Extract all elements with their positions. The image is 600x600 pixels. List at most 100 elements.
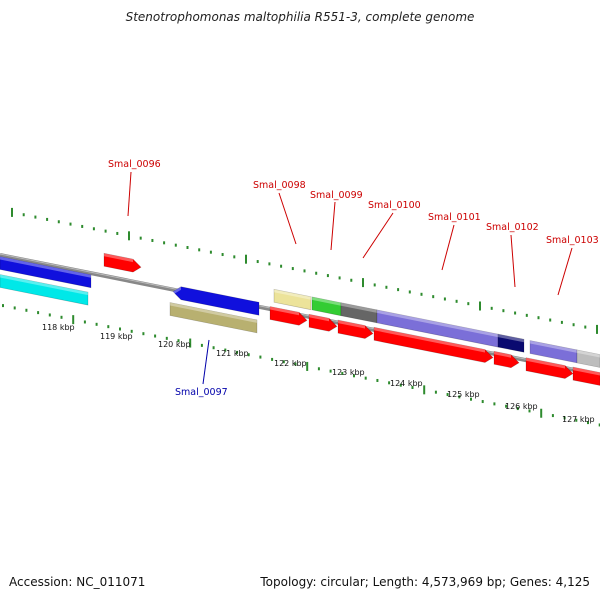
genome-summary: Topology: circular; Length: 4,573,969 bp…: [260, 575, 590, 589]
feature-track: [0, 252, 600, 386]
leader-line: [278, 192, 297, 245]
tick-top: [490, 306, 493, 310]
feature-cds: [373, 326, 494, 363]
feature-gloss: [530, 340, 577, 353]
scale-label: 125 kbp: [447, 390, 480, 399]
tick-top: [408, 290, 411, 294]
tick-top: [22, 213, 25, 217]
tick-top: [69, 222, 72, 226]
tick-top: [514, 311, 517, 315]
scale-label: 126 kbp: [505, 402, 538, 411]
scale-label: 123 kbp: [332, 368, 365, 377]
feature-gloss: [274, 289, 311, 300]
tick-bottom: [434, 390, 437, 394]
tick-top: [350, 278, 353, 282]
gene-label: Smal_0099: [310, 190, 363, 201]
tick-bottom: [528, 409, 531, 413]
feature-gloss: [309, 314, 329, 322]
tick-top: [116, 231, 119, 235]
feature-lightgray: [576, 349, 600, 368]
gene-label: Smal_0102: [486, 222, 539, 233]
feature-gloss: [374, 327, 485, 353]
feature-blue: [0, 256, 92, 289]
tick-top: [11, 207, 13, 217]
feature-gloss: [494, 351, 511, 358]
tick-bottom: [224, 348, 227, 352]
tick-bottom: [72, 315, 75, 325]
feature-cds: [337, 319, 374, 339]
tick-top: [151, 238, 154, 242]
leader-line: [441, 224, 455, 271]
tick-bottom: [37, 311, 40, 315]
feature-cds: [525, 357, 574, 379]
tick-bottom: [516, 407, 519, 411]
tick-top: [245, 254, 247, 264]
tick-bottom: [259, 355, 262, 359]
tick-bottom: [364, 376, 367, 380]
label-leaders: [127, 171, 573, 385]
tick-top: [81, 224, 84, 228]
feature-cyan: [0, 274, 89, 306]
tick-bottom: [119, 327, 121, 331]
tick-top: [560, 320, 563, 324]
tick-top: [572, 323, 575, 327]
gene-label: Smal_0098: [253, 180, 306, 191]
tick-top: [525, 313, 528, 317]
tick-bottom: [282, 360, 285, 364]
scale-label: 127 kbp: [562, 415, 595, 424]
leader-line: [330, 201, 336, 251]
tick-top: [443, 297, 446, 301]
tick-top: [256, 260, 259, 264]
feature-gloss: [498, 334, 524, 343]
tick-bottom: [83, 320, 86, 324]
tick-track-bottom: [2, 304, 600, 427]
tick-top: [139, 236, 142, 240]
feature-gloss: [170, 302, 257, 323]
tick-top: [163, 241, 166, 245]
tick-bottom: [563, 416, 566, 420]
tick-bottom: [247, 353, 250, 357]
tick-bottom: [446, 393, 449, 397]
feature-gloss: [577, 349, 600, 358]
tick-top: [338, 276, 341, 280]
feature-cds: [572, 366, 600, 386]
tick-bottom: [60, 315, 63, 319]
tick-bottom: [294, 362, 297, 366]
tick-top: [584, 325, 587, 329]
tick-bottom: [376, 378, 379, 382]
gene-label: Smal_0097: [175, 387, 228, 398]
feature-cds: [103, 252, 142, 273]
feature-gloss: [104, 253, 133, 263]
tick-top: [455, 299, 458, 303]
feature-khaki: [169, 302, 258, 334]
tick-bottom: [481, 400, 484, 404]
tick-top: [549, 318, 552, 322]
scale-label: 121 kbp: [216, 349, 249, 358]
tick-top: [221, 253, 224, 257]
scale-label: 119 kbp: [100, 332, 133, 341]
feature-cds: [493, 350, 520, 369]
tick-top: [34, 215, 37, 219]
feature-gloss: [526, 357, 565, 369]
leader-line: [557, 247, 573, 296]
tick-top: [385, 285, 388, 289]
feature-gloss: [573, 367, 600, 376]
tick-bottom: [142, 332, 145, 336]
tick-top: [303, 269, 306, 273]
tick-top: [467, 302, 470, 306]
tick-top: [268, 262, 271, 266]
scale-label: 122 kbp: [274, 359, 307, 368]
tick-bottom: [411, 386, 414, 389]
tick-bottom: [505, 404, 508, 408]
gene-label: Smal_0100: [368, 200, 421, 211]
tick-top: [280, 264, 283, 268]
tick-bottom: [154, 334, 157, 338]
tick-bottom: [551, 414, 554, 418]
accession-text: Accession: NC_011071: [9, 575, 146, 589]
scale-label: 118 kbp: [42, 323, 75, 332]
tick-top: [233, 255, 236, 259]
tick-top: [432, 295, 435, 299]
tick-bottom: [587, 421, 589, 425]
tick-top: [104, 229, 107, 233]
tick-top: [420, 292, 423, 296]
